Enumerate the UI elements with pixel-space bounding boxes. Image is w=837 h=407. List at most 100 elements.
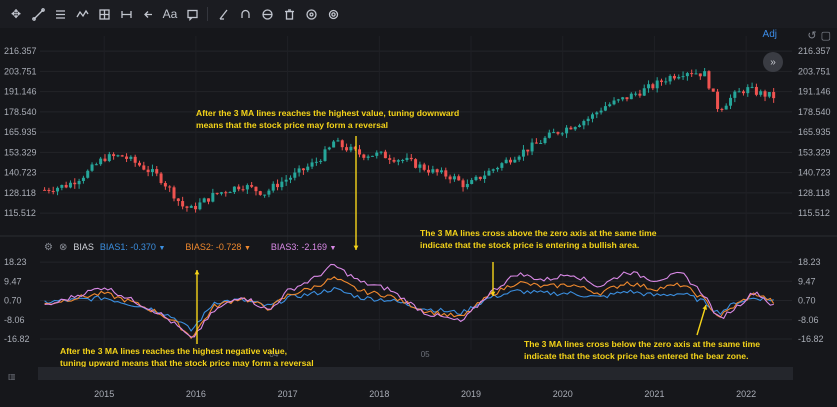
- navigator-handle-icon[interactable]: ▥: [8, 372, 16, 381]
- candle-body: [129, 156, 133, 159]
- candle-body: [733, 91, 737, 98]
- fib-icon[interactable]: [50, 4, 70, 24]
- candle-body: [625, 97, 629, 100]
- candle-body: [664, 81, 668, 83]
- candle-body: [263, 194, 267, 196]
- candle-body: [444, 170, 448, 177]
- candle-body: [47, 189, 51, 192]
- candle-body: [474, 176, 478, 181]
- indicator-close-icon[interactable]: ⊗: [58, 241, 68, 253]
- candle-body: [763, 91, 767, 97]
- candle-body: [418, 164, 422, 168]
- bias1-legend[interactable]: BIAS1: -0.370 ▼: [100, 242, 166, 252]
- candle-body: [698, 73, 702, 77]
- candle-body: [228, 192, 232, 194]
- move-icon[interactable]: ✥: [10, 7, 22, 21]
- annotation-bull: The 3 MA lines cross above the zero axis…: [420, 227, 657, 251]
- settings-icon[interactable]: [323, 4, 343, 24]
- indicator-settings-icon[interactable]: ⚙: [44, 241, 53, 253]
- caret-down-icon: ▼: [158, 245, 166, 252]
- caret-down-icon: ▼: [243, 245, 251, 252]
- toolbar-divider: [207, 7, 208, 21]
- bias-axis-label-right: -16.82: [798, 334, 824, 344]
- annotation-negative-line1: After the 3 MA lines reaches the highest…: [60, 346, 288, 356]
- link-icon[interactable]: [257, 4, 277, 24]
- bias2-legend[interactable]: BIAS2: -0.728 ▼: [185, 242, 251, 252]
- candle-body: [672, 75, 676, 79]
- close-icon[interactable]: ▢: [820, 30, 831, 42]
- candle-body: [383, 151, 387, 159]
- candle-body: [43, 189, 47, 191]
- bias-series-line-bias3: [44, 263, 774, 338]
- candle-body: [358, 149, 362, 155]
- candle-body: [703, 71, 707, 77]
- annotation-bear: The 3 MA lines cross below the zero axis…: [524, 338, 760, 362]
- arrow-shaft: [696, 304, 707, 336]
- candle-body: [690, 73, 694, 75]
- pattern-icon[interactable]: [72, 4, 92, 24]
- bias2-value: -0.728: [215, 242, 242, 252]
- candle-body: [185, 206, 189, 208]
- arrow-back-icon[interactable]: [138, 4, 158, 24]
- price-axis-label-right: 115.512: [798, 208, 830, 218]
- candle-body: [414, 159, 418, 168]
- candle-body: [224, 192, 228, 194]
- eye-icon[interactable]: [301, 4, 321, 24]
- candle-body: [99, 158, 103, 165]
- candle-body: [478, 176, 482, 179]
- candle-body: [427, 169, 431, 173]
- candle-body: [521, 149, 525, 157]
- annotation-top-line1: After the 3 MA lines reaches the highest…: [196, 108, 460, 118]
- price-axis-label-left: 191.146: [4, 87, 37, 97]
- undo-icon[interactable]: ↺: [807, 30, 817, 42]
- candle-body: [392, 159, 396, 162]
- candle-body: [125, 156, 129, 159]
- candle-body: [241, 189, 245, 191]
- comment-icon[interactable]: [182, 4, 202, 24]
- bias3-legend[interactable]: BIAS3: -2.169 ▼: [271, 242, 337, 252]
- candle-body: [137, 162, 141, 166]
- candle-body: [560, 133, 564, 135]
- candle-body: [711, 88, 715, 92]
- adj-toggle[interactable]: Adj: [762, 29, 777, 40]
- candle-body: [276, 183, 280, 188]
- text-icon[interactable]: Aa: [162, 7, 178, 21]
- bias-axis-label-right: 18.23: [798, 257, 821, 267]
- price-axis-label-right: 153.329: [798, 147, 831, 157]
- candle-body: [64, 184, 68, 188]
- candle-body: [586, 118, 590, 122]
- candle-body: [332, 141, 336, 148]
- candle-body: [582, 121, 586, 126]
- price-axis-label-left: 165.935: [4, 127, 37, 137]
- annotation-bear-line1: The 3 MA lines cross below the zero axis…: [524, 339, 761, 349]
- brush-icon[interactable]: [213, 4, 233, 24]
- candle-body: [638, 93, 642, 96]
- candle-body: [94, 164, 98, 166]
- candle-body: [258, 191, 262, 195]
- candle-body: [86, 170, 90, 178]
- candle-body: [603, 106, 607, 111]
- bias3-value: -2.169: [301, 242, 327, 252]
- measure-icon[interactable]: [116, 4, 136, 24]
- candle-body: [288, 177, 292, 180]
- candle-body: [150, 169, 154, 173]
- price-axis-label-left: 216.357: [4, 46, 37, 56]
- bias-axis-label-left: -8.06: [4, 315, 25, 325]
- scroll-forward-button[interactable]: »: [763, 52, 783, 72]
- candle-body: [608, 104, 612, 107]
- time-axis-label: 2017: [278, 389, 298, 399]
- bias-axis-label-left: 0.70: [4, 296, 22, 306]
- candle-body: [401, 160, 405, 162]
- candle-body: [634, 93, 638, 95]
- bias2-label: BIAS2:: [185, 242, 214, 252]
- grid-icon[interactable]: [94, 4, 114, 24]
- candle-body: [237, 186, 241, 190]
- magnet-icon[interactable]: [235, 4, 255, 24]
- candle-body: [202, 198, 206, 203]
- delete-icon[interactable]: [279, 4, 299, 24]
- line-icon[interactable]: [28, 4, 48, 24]
- price-axis-label-left: 178.540: [4, 107, 37, 117]
- time-navigator[interactable]: [38, 367, 793, 380]
- candle-body: [405, 157, 409, 161]
